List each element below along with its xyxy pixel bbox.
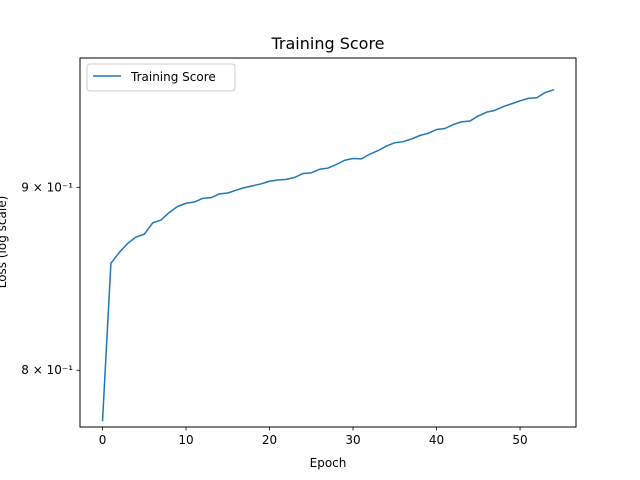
x-tick-label: 30 [345, 433, 360, 447]
y-axis: 8 × 10⁻¹ 9 × 10⁻¹ [21, 180, 80, 377]
y-tick-label: 9 × 10⁻¹ [21, 180, 73, 194]
x-tick-label: 10 [178, 433, 193, 447]
x-tick-label: 20 [262, 433, 277, 447]
legend-label-training-score: Training Score [130, 70, 216, 84]
x-tick-label: 0 [99, 433, 107, 447]
series-line-0 [101, 88, 555, 422]
chart-title: Training Score [270, 34, 384, 53]
x-axis: 0 10 20 30 40 50 [99, 427, 528, 447]
y-tick-label: 8 × 10⁻¹ [21, 363, 73, 377]
x-tick-label: 40 [429, 433, 444, 447]
legend-box [86, 63, 236, 92]
y-axis-label: Loss (log scale) [0, 196, 9, 289]
plot-frame [79, 57, 577, 428]
x-tick-label: 50 [512, 433, 527, 447]
plot-area [101, 88, 555, 422]
x-axis-label: Epoch [310, 456, 347, 470]
legend: Training Score [86, 63, 236, 92]
